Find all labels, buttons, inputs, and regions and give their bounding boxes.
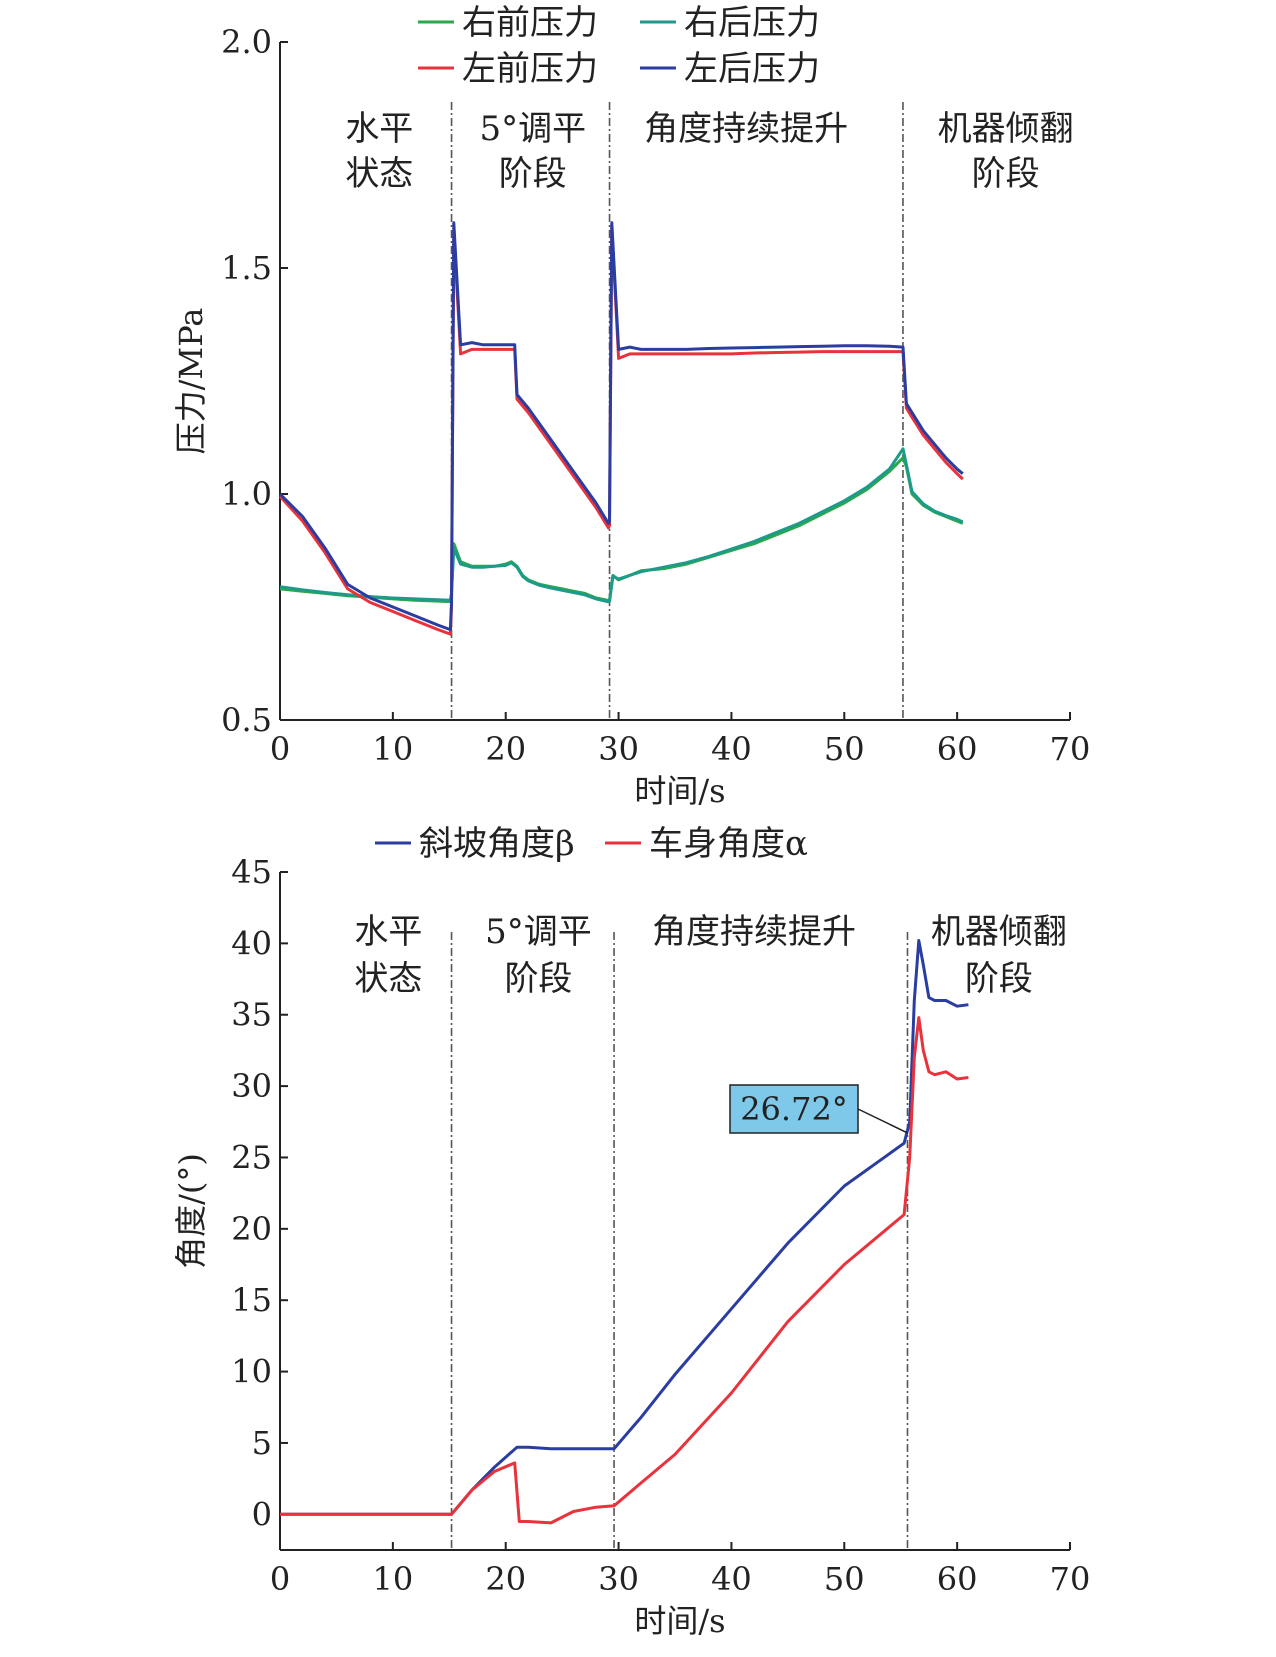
y-tick-label: 30 [231,1067,272,1105]
phase-label: 角度持续提升 [652,912,856,952]
x-tick-label: 50 [824,1560,865,1598]
y-tick-label: 25 [231,1138,272,1176]
callout-leader [857,1108,908,1134]
legend-label: 右前压力 [462,3,598,43]
phase-label: 水平 [345,109,413,149]
series-line-2 [280,1016,969,1525]
y-tick-label: 35 [231,996,272,1034]
x-tick-label: 10 [372,1560,413,1598]
y-tick-label: 1.0 [221,475,272,513]
phase-label: 5°调平 [485,912,592,952]
legend-label: 右后压力 [684,3,820,43]
x-tick-label: 20 [485,1560,526,1598]
series-line-1 [280,939,969,1516]
legend-label: 斜坡角度β [419,824,575,864]
x-tick-label: 60 [937,730,978,768]
callout-box [729,1084,859,1134]
x-tick-label: 10 [372,730,413,768]
x-tick-label: 70 [1050,730,1091,768]
x-tick-label: 60 [937,1560,978,1598]
x-tick-label: 40 [711,730,752,768]
phase-label: 5°调平 [479,109,586,149]
legend-label: 左前压力 [462,49,598,89]
phase-label: 角度持续提升 [644,109,848,149]
series-line-1 [279,456,964,604]
phase-label: 机器倾翻 [931,912,1067,952]
y-tick-label: 15 [231,1281,272,1319]
x-tick-label: 0 [270,730,290,768]
y-axis-label: 压力/MPa [172,308,210,455]
phase-label: 机器倾翻 [938,109,1074,149]
x-tick-label: 40 [711,1560,752,1598]
x-tick-label: 30 [598,730,639,768]
x-tick-label: 0 [270,1560,290,1598]
phase-label: 状态 [345,154,413,194]
series-line-4 [278,221,964,632]
phase-label: 阶段 [965,959,1033,999]
x-tick-label: 30 [598,1560,639,1598]
phase-label: 水平 [354,912,422,952]
y-tick-label: 2.0 [221,23,272,61]
x-axis-label: 时间/s [634,1602,725,1640]
y-tick-label: 20 [231,1210,272,1248]
y-tick-label: 0 [252,1495,272,1533]
phase-label: 状态 [354,959,422,999]
series-line-2 [279,447,964,604]
x-tick-label: 50 [824,730,865,768]
y-axis-label: 角度/(°) [172,1153,210,1269]
y-tick-label: 5 [252,1424,272,1462]
phase-label: 阶段 [504,959,572,999]
phase-label: 阶段 [972,154,1040,194]
angle-chart: 0 10 20 30 40 50 60 70 0 5 10 15 20 25 30 35 40 45 时间/s 角度/… [172,824,1090,1640]
x-axis-label: 时间/s [634,772,725,810]
legend-label: 车身角度α [649,824,808,864]
legend-label: 左后压力 [684,49,820,89]
x-tick-label: 70 [1050,1560,1091,1598]
y-tick-label: 45 [231,853,272,891]
y-tick-label: 0.5 [221,701,272,739]
phase-label: 阶段 [499,154,567,194]
x-tick-label: 20 [485,730,526,768]
y-tick-label: 10 [231,1353,272,1391]
y-tick-label: 40 [231,924,272,962]
series-line-3 [278,225,964,636]
y-tick-label: 1.5 [221,249,272,287]
callout-label: 26.72° [740,1090,848,1128]
pressure-chart: 0 10 20 30 40 50 60 70 0.5 1.0 1.5 2.0 时间/s 压力/MPa 水平状… [172,3,1090,810]
